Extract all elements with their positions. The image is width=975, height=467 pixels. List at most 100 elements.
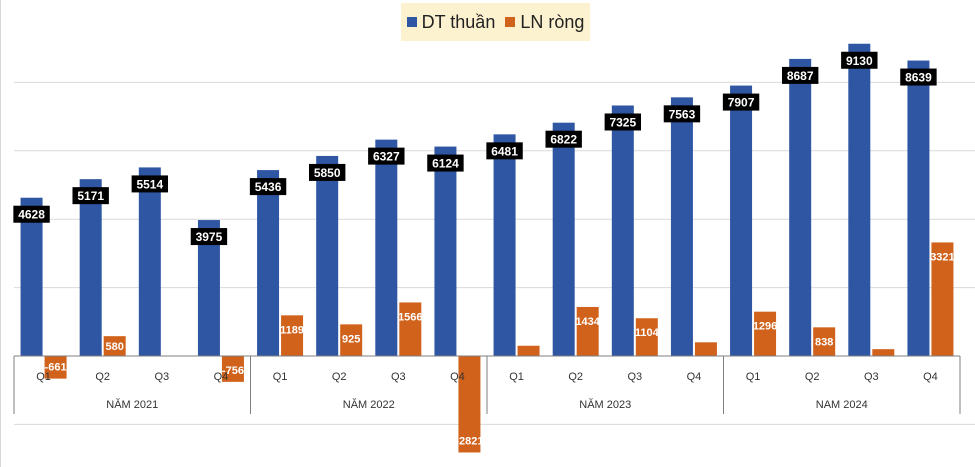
profit-data-label-4: 1189 — [280, 324, 304, 336]
profit-data-label-3: -756 — [222, 365, 244, 377]
revenue-bar-6 — [375, 139, 398, 356]
revenue-bar-1 — [79, 179, 102, 356]
revenue-label-bg-12 — [722, 93, 760, 111]
revenue-label-bg-13 — [781, 66, 819, 84]
revenue-data-label-1: 5171 — [77, 189, 104, 203]
profit-bar-8 — [517, 345, 540, 356]
revenue-data-label-2: 5514 — [136, 177, 163, 191]
legend-item-revenue: DT thuần — [406, 11, 496, 33]
profit-data-label-6: 1566 — [398, 311, 422, 323]
category-label-13: Q2 — [805, 371, 820, 383]
revenue-label-bg-15 — [900, 68, 937, 86]
revenue-label-bg-5 — [308, 163, 346, 181]
category-label-8: Q1 — [509, 371, 524, 383]
revenue-bar-8 — [493, 134, 516, 356]
revenue-bar-4 — [257, 170, 280, 356]
revenue-bar-0 — [20, 197, 43, 356]
revenue-label-bg-3 — [190, 228, 228, 246]
profit-data-label-15: 3321 — [930, 251, 954, 263]
profit-data-label-7: -2821 — [455, 435, 483, 447]
category-label-14: Q3 — [864, 371, 879, 383]
category-label-12: Q1 — [746, 371, 761, 383]
revenue-label-bg-6 — [368, 147, 405, 165]
revenue-label-bg-8 — [486, 142, 523, 160]
revenue-bar-12 — [730, 85, 753, 356]
profit-bar-1 — [103, 336, 126, 356]
legend-label-profit: LN ròng — [520, 11, 585, 32]
category-label-15: Q4 — [923, 371, 938, 383]
revenue-label-bg-7 — [427, 154, 464, 172]
profit-bar-6 — [399, 302, 422, 356]
revenue-label-bg-11 — [663, 105, 701, 123]
category-label-9: Q2 — [568, 371, 583, 383]
revenue-label-bg-1 — [72, 187, 109, 205]
revenue-data-label-15: 8639 — [905, 71, 932, 85]
revenue-data-label-4: 5436 — [255, 180, 282, 194]
category-label-5: Q2 — [332, 371, 347, 383]
revenue-bar-15 — [907, 60, 930, 356]
profit-data-label-10: 1104 — [635, 327, 660, 339]
revenue-data-label-8: 6481 — [491, 144, 518, 158]
category-label-3: Q4 — [214, 371, 229, 383]
revenue-bar-3 — [197, 220, 220, 356]
category-label-1: Q2 — [95, 371, 110, 383]
profit-data-label-1: 580 — [106, 341, 124, 353]
profit-data-label-9: 1434 — [575, 316, 600, 328]
revenue-bar-10 — [611, 105, 634, 356]
revenue-bar-2 — [138, 167, 161, 356]
revenue-bar-11 — [670, 97, 693, 356]
category-label-11: Q4 — [687, 371, 702, 383]
left-frame-line — [0, 0, 1, 467]
profit-bar-14 — [872, 349, 895, 356]
profit-data-label-5: 925 — [342, 333, 360, 345]
profit-bar-10 — [635, 318, 658, 356]
revenue-data-label-6: 6327 — [373, 150, 400, 164]
group-label-2: NĂM 2023 — [579, 398, 631, 411]
revenue-bar-14 — [848, 43, 871, 357]
revenue-label-bg-4 — [249, 178, 287, 196]
profit-bar-11 — [694, 342, 717, 356]
category-label-2: Q3 — [154, 371, 169, 383]
revenue-data-label-10: 7325 — [609, 115, 636, 129]
revenue-bar-9 — [552, 122, 575, 357]
revenue-label-bg-9 — [545, 130, 582, 148]
category-label-0: Q1 — [36, 371, 51, 383]
profit-bar-15 — [931, 242, 954, 356]
category-label-4: Q1 — [273, 371, 288, 383]
revenue-data-label-9: 6822 — [550, 133, 577, 147]
profit-data-label-13: 838 — [815, 336, 833, 348]
group-label-1: NĂM 2022 — [343, 398, 395, 411]
legend-item-profit: LN ròng — [505, 12, 584, 33]
legend-swatch-revenue — [406, 17, 417, 27]
profit-bar-5 — [340, 324, 363, 356]
legend-swatch-profit — [505, 17, 516, 27]
profit-bar-9 — [576, 306, 599, 356]
revenue-bar-5 — [316, 155, 339, 356]
profit-bar-0 — [44, 356, 67, 379]
legend-label-revenue: DT thuần — [421, 11, 496, 32]
profit-data-label-12: 1296 — [753, 321, 777, 333]
revenue-data-label-14: 9130 — [846, 54, 873, 68]
revenue-bar-13 — [789, 58, 812, 356]
profit-bar-12 — [754, 311, 777, 356]
legend: DT thuần LN ròng — [401, 3, 590, 41]
revenue-label-bg-2 — [131, 175, 169, 193]
profit-bar-13 — [813, 327, 836, 356]
group-label-3: NAM 2024 — [816, 399, 868, 411]
revenue-data-label-5: 5850 — [314, 166, 341, 180]
revenue-data-label-0: 4628 — [18, 208, 45, 222]
profit-bar-7 — [458, 356, 481, 453]
category-label-7: Q4 — [450, 371, 465, 383]
revenue-label-bg-14 — [841, 51, 878, 69]
revenue-label-bg-0 — [13, 205, 50, 223]
revenue-bar-7 — [434, 146, 457, 356]
revenue-data-label-13: 8687 — [787, 69, 814, 83]
revenue-label-bg-10 — [604, 113, 642, 131]
revenue-data-label-7: 6124 — [432, 157, 459, 171]
profit-bar-3 — [221, 356, 244, 382]
group-label-0: NĂM 2021 — [106, 398, 158, 411]
category-label-10: Q3 — [627, 371, 642, 383]
revenue-data-label-3: 3975 — [196, 230, 223, 244]
revenue-data-label-12: 7907 — [728, 96, 755, 110]
